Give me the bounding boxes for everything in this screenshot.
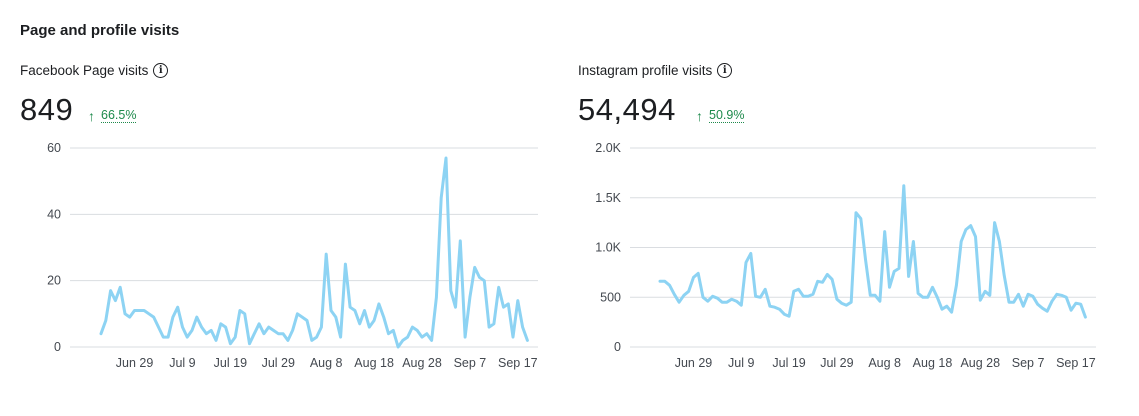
facebook-label: Facebook Page visits i bbox=[20, 63, 169, 78]
arrow-up-icon: ↑ bbox=[696, 108, 703, 124]
instagram-y-tick-label: 500 bbox=[600, 290, 621, 304]
instagram-y-tick-label: 1.5K bbox=[595, 191, 621, 205]
facebook-x-tick-label: Jun 29 bbox=[116, 356, 154, 370]
instagram-x-tick-label: Sep 7 bbox=[1012, 356, 1045, 370]
instagram-x-tick-label: Aug 28 bbox=[960, 356, 1000, 370]
facebook-y-tick-label: 40 bbox=[47, 207, 61, 221]
instagram-x-tick-label: Aug 8 bbox=[868, 356, 901, 370]
instagram-y-tick-label: 2.0K bbox=[595, 141, 621, 155]
facebook-total: 849 bbox=[20, 92, 74, 127]
facebook-x-tick-label: Sep 17 bbox=[498, 356, 538, 370]
facebook-change-percent[interactable]: 66.5% bbox=[101, 108, 137, 123]
instagram-x-tick-label: Jul 29 bbox=[820, 356, 853, 370]
instagram-panel: Instagram profile visits i 54,494 ↑ 50.9… bbox=[558, 0, 1098, 416]
info-icon[interactable]: i bbox=[153, 63, 169, 78]
instagram-series-line[interactable] bbox=[658, 184, 1087, 319]
section-title: Page and profile visits bbox=[20, 22, 180, 39]
facebook-y-tick-label: 20 bbox=[47, 274, 61, 288]
instagram-label: Instagram profile visits i bbox=[578, 63, 733, 78]
facebook-x-tick-label: Jul 19 bbox=[214, 356, 247, 370]
facebook-x-tick-label: Aug 8 bbox=[310, 356, 343, 370]
facebook-series-line[interactable] bbox=[99, 156, 529, 349]
facebook-visits-chart: 0 20 40 60 Jun 29 Jul 9 Jul 19 Jul 29 Aug 8 Aug 1… bbox=[47, 141, 538, 370]
arrow-up-icon: ↑ bbox=[88, 108, 95, 124]
facebook-panel: Facebook Page visits i 849 ↑ 66.5% 0 20 40… bbox=[0, 0, 540, 416]
instagram-visits-chart: 0 500 1.0K 1.5K 2.0K Jun 29 Jul 9 Jul 19 Jul 29 A… bbox=[595, 141, 1096, 370]
instagram-x-tick-label: Sep 17 bbox=[1056, 356, 1096, 370]
facebook-x-tick-label: Aug 28 bbox=[402, 356, 442, 370]
instagram-x-tick-label: Jul 9 bbox=[728, 356, 754, 370]
instagram-change-percent[interactable]: 50.9% bbox=[709, 108, 745, 123]
info-icon[interactable]: i bbox=[717, 63, 733, 78]
instagram-total: 54,494 bbox=[578, 92, 676, 127]
instagram-change: ↑ 50.9% bbox=[696, 108, 745, 124]
facebook-label-text: Facebook Page visits bbox=[20, 63, 149, 78]
facebook-x-tick-label: Jul 29 bbox=[262, 356, 295, 370]
instagram-y-tick-label: 0 bbox=[614, 340, 621, 354]
instagram-y-tick-label: 1.0K bbox=[595, 241, 621, 255]
facebook-y-tick-label: 0 bbox=[54, 340, 61, 354]
facebook-change: ↑ 66.5% bbox=[88, 108, 137, 124]
facebook-x-tick-label: Jul 9 bbox=[169, 356, 195, 370]
facebook-y-tick-label: 60 bbox=[47, 141, 61, 155]
instagram-label-text: Instagram profile visits bbox=[578, 63, 713, 78]
instagram-x-tick-label: Jul 19 bbox=[772, 356, 805, 370]
instagram-x-tick-label: Jun 29 bbox=[675, 356, 713, 370]
facebook-x-tick-label: Sep 7 bbox=[454, 356, 487, 370]
facebook-x-tick-label: Aug 18 bbox=[354, 356, 394, 370]
instagram-x-tick-label: Aug 18 bbox=[913, 356, 953, 370]
